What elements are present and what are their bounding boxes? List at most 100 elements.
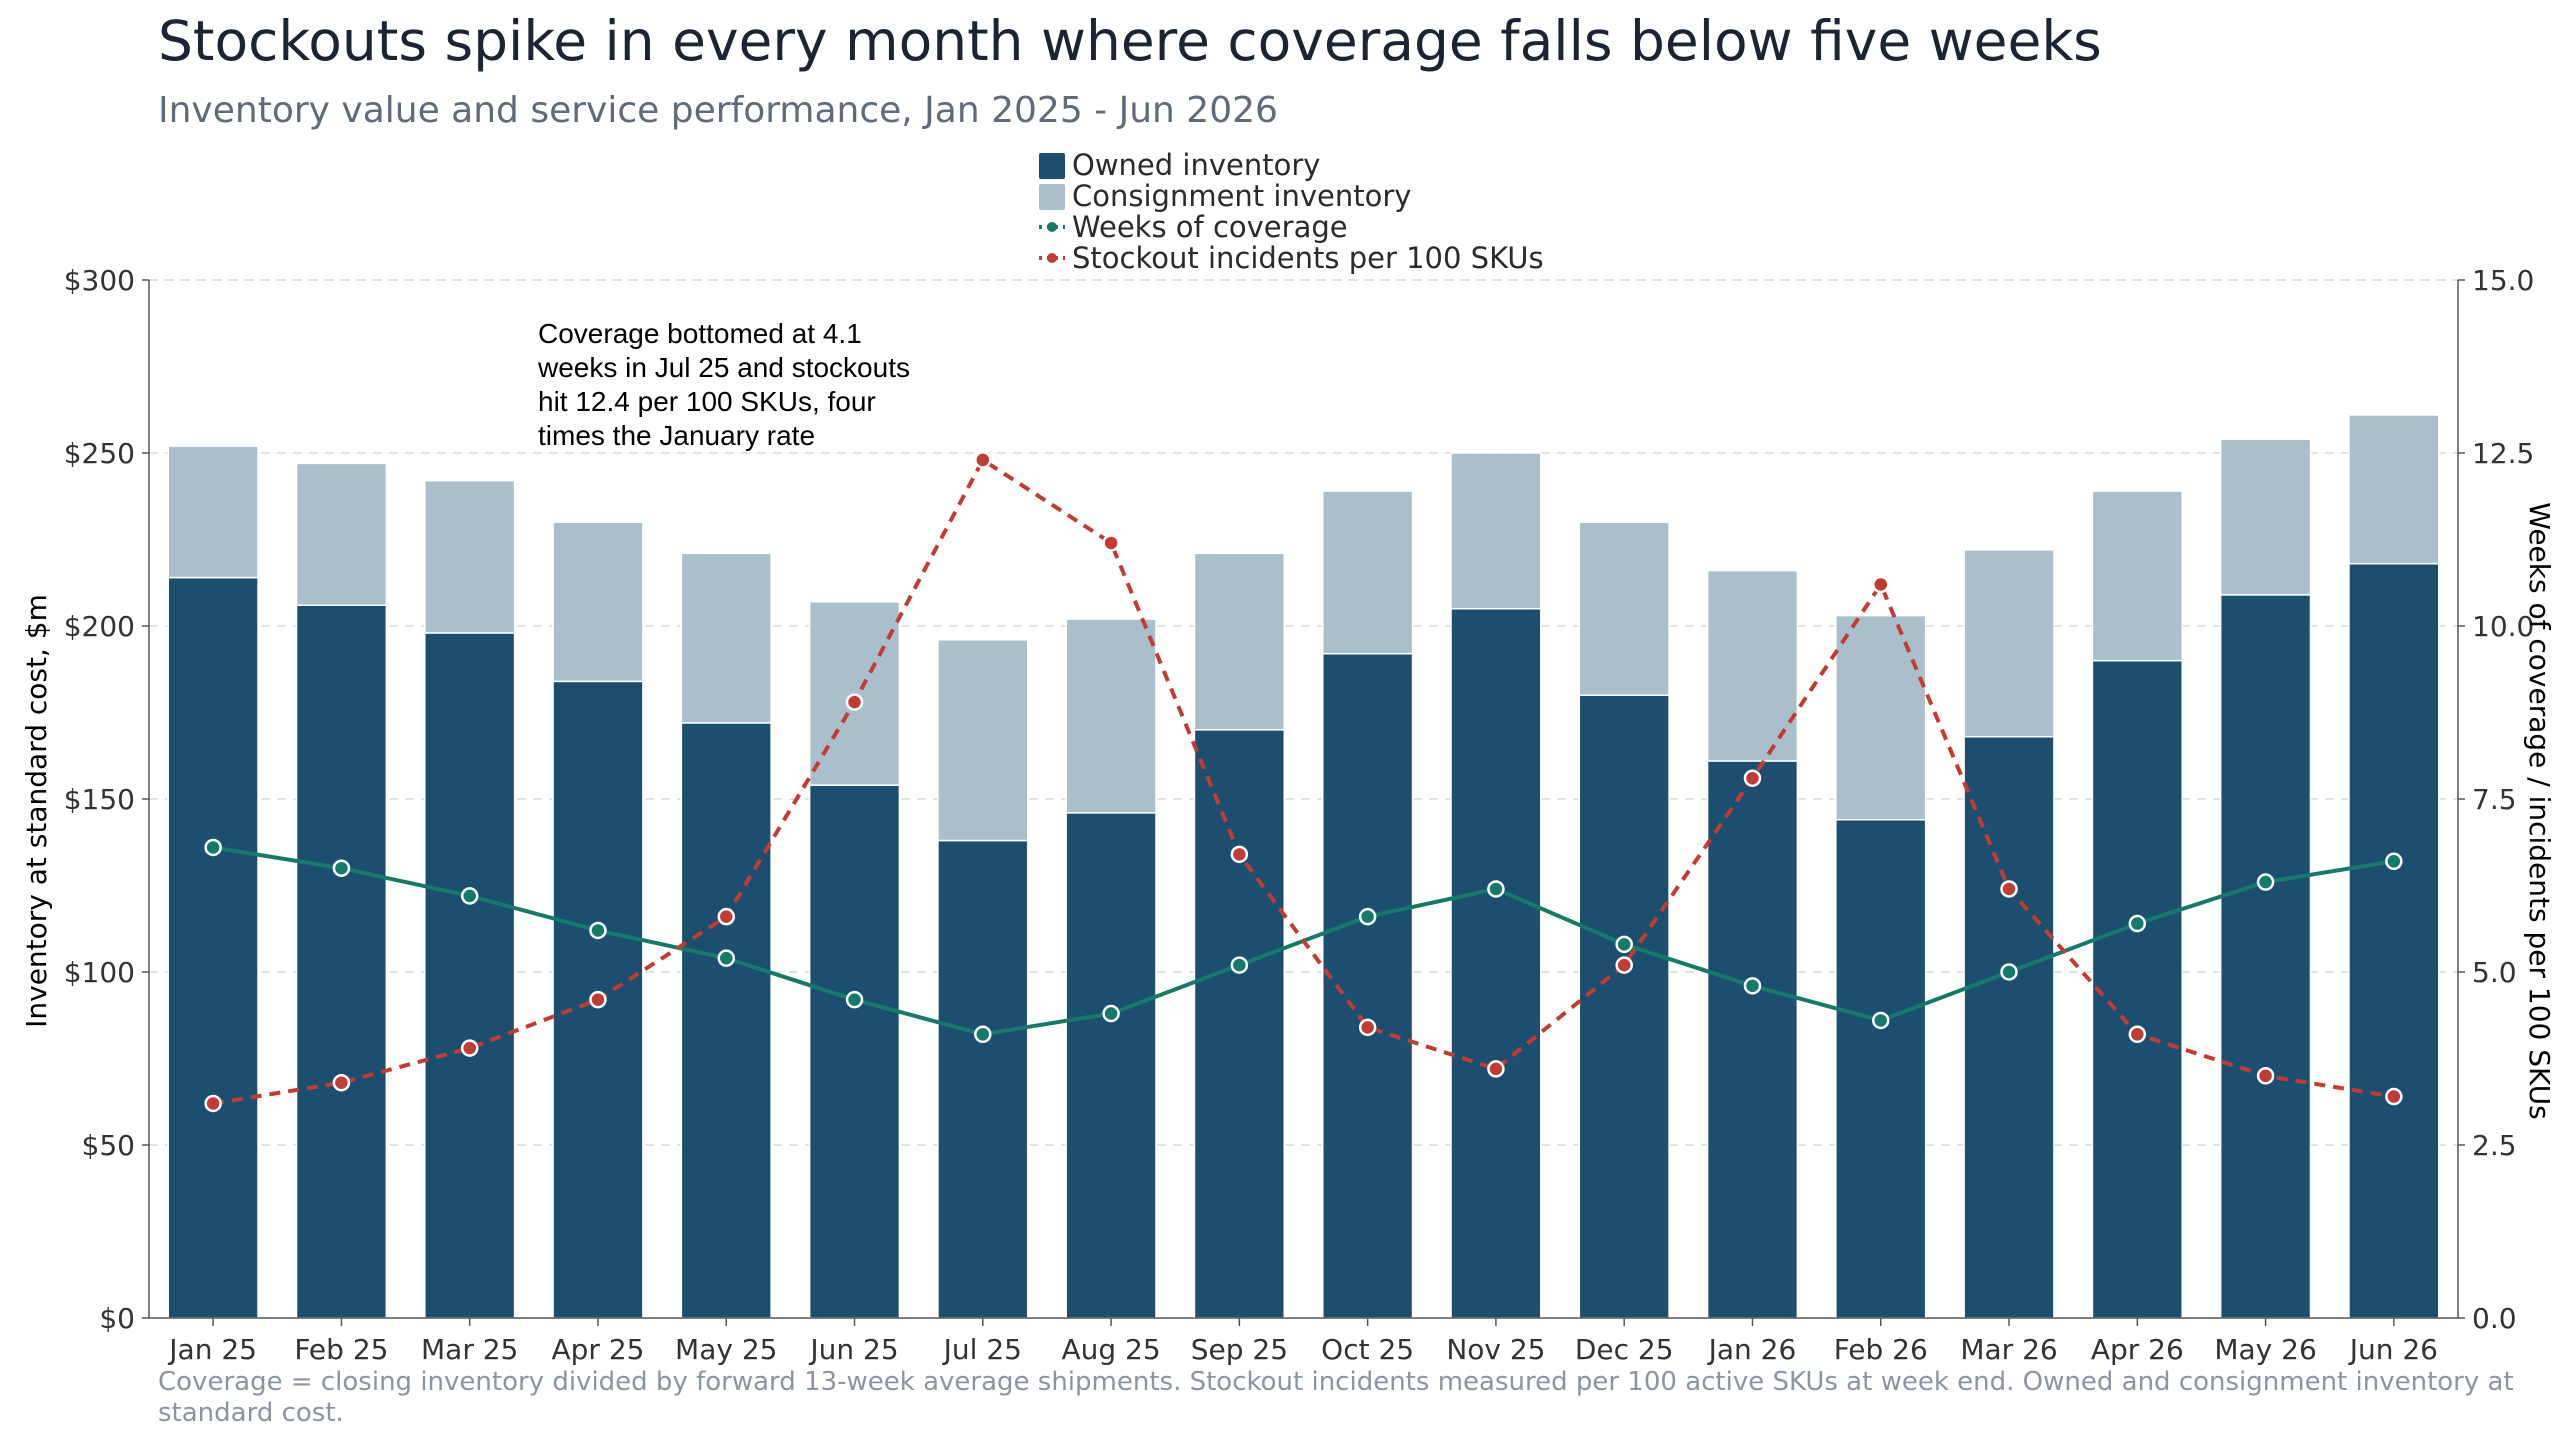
bar-consignment <box>1706 569 1799 762</box>
bars <box>167 414 2440 1319</box>
bar-consignment <box>1065 618 1157 814</box>
y-right-tick-label: 2.5 <box>2472 1129 2517 1162</box>
bar-owned <box>2348 562 2440 1319</box>
coverage-point <box>1487 880 1505 898</box>
legend-label-consignment: Consignment inventory <box>1072 179 1411 213</box>
footnote-line-1: Coverage = closing inventory divided by … <box>158 1367 2514 1397</box>
bar-owned <box>1706 760 1799 1319</box>
x-tick-label: Nov 25 <box>1446 1333 1545 1366</box>
stockout-line <box>212 457 2395 1106</box>
bar-owned <box>808 784 901 1319</box>
y-axis-right-title: Weeks of coverage / incidents per 100 SK… <box>2523 502 2556 1119</box>
stockout-point <box>1358 1018 1377 1037</box>
y-right-tick-label: 10.0 <box>2472 610 2534 643</box>
legend: Owned inventory Consignment inventory We… <box>1039 148 1544 275</box>
gridlines <box>149 279 2458 1146</box>
bar-owned <box>2219 594 2312 1319</box>
coverage-point <box>1872 1011 1890 1030</box>
stockout-point <box>1487 1060 1505 1078</box>
bar-consignment <box>2219 438 2312 596</box>
bar-consignment <box>295 462 388 606</box>
stockout-point <box>2385 1087 2403 1106</box>
stockout-point <box>589 990 607 1009</box>
legend-label-owned: Owned inventory <box>1072 148 1320 182</box>
coverage-point <box>589 921 607 940</box>
y-tick-label: $300 <box>64 264 135 297</box>
footnote-line-2: standard cost. <box>158 1398 344 1428</box>
series-points <box>204 451 2403 1113</box>
x-tick-label: Jun 26 <box>2348 1333 2438 1366</box>
coverage-point <box>974 1025 992 1044</box>
stockout-point <box>845 693 864 711</box>
y-tick-label: $200 <box>64 610 135 643</box>
bar-owned <box>167 576 259 1319</box>
coverage-point <box>204 838 222 857</box>
bar-owned <box>1578 694 1670 1319</box>
x-tick-label: Jan 26 <box>1707 1333 1797 1366</box>
y-tick-label: $50 <box>82 1129 135 1162</box>
tick-labels: $0 0.0 $50 2.5 $100 5.0 $150 7.5 $200 10.0 $250 12.… <box>64 264 2535 1366</box>
coverage-point <box>2128 914 2147 933</box>
bar-consignment <box>937 639 1029 842</box>
chart-title: Stockouts spike in every month where cov… <box>158 9 2102 73</box>
bar-consignment <box>680 552 772 724</box>
bar-owned <box>424 632 516 1319</box>
y-tick-label: $250 <box>64 437 135 470</box>
stockout-point <box>1743 769 1762 787</box>
coverage-point <box>2256 873 2275 891</box>
x-tick-label: May 25 <box>675 1333 777 1366</box>
x-tick-label: Jan 25 <box>167 1333 257 1366</box>
bar-consignment <box>1578 521 1670 696</box>
bar-owned <box>1963 735 2055 1319</box>
y-axis-title: Inventory at standard cost, $m <box>20 594 53 1028</box>
stockout-point <box>1102 534 1120 552</box>
stockout-point <box>2000 880 2018 898</box>
coverage-point <box>2385 852 2403 871</box>
x-tick-label: Feb 25 <box>294 1333 388 1366</box>
bar-consignment <box>1963 549 2055 738</box>
x-tick-label: Aug 25 <box>1061 1333 1160 1366</box>
bar-owned <box>1835 819 1927 1319</box>
x-tick-label: Apr 25 <box>551 1333 644 1366</box>
coverage-point <box>460 887 479 905</box>
coverage-point <box>1743 977 1762 995</box>
x-tick-label: Sep 25 <box>1191 1333 1288 1366</box>
annotation-line-1: Coverage bottomed at 4.1 <box>538 318 862 349</box>
x-tick-label: Feb 26 <box>1834 1333 1928 1366</box>
coverage-point <box>1615 935 1633 954</box>
x-tick-label: Mar 25 <box>421 1333 518 1366</box>
bar-consignment <box>552 521 644 683</box>
coverage-point <box>2000 963 2018 981</box>
bar-owned <box>680 722 772 1319</box>
chart-subtitle: Inventory value and service performance,… <box>158 90 1278 131</box>
x-tick-label: Oct 25 <box>1321 1333 1414 1366</box>
coverage-point <box>332 859 351 877</box>
bar-consignment <box>167 445 259 579</box>
x-tick-label: Jul 25 <box>942 1333 1022 1366</box>
bar-consignment <box>1193 552 1286 731</box>
bar-consignment <box>1450 452 1542 610</box>
bar-consignment <box>1835 614 1927 821</box>
stockout-point <box>717 907 735 926</box>
annotation-line-3: hit 12.4 per 100 SKUs, four <box>538 386 876 417</box>
y-tick-label: $150 <box>64 783 135 816</box>
stockout-point <box>204 1094 222 1113</box>
coverage-point <box>1230 956 1249 974</box>
annotation-line-2: weeks in Jul 25 and stockouts <box>537 352 910 383</box>
legend-label-coverage: Weeks of coverage <box>1072 210 1348 244</box>
x-tick-label: Jun 25 <box>808 1333 898 1366</box>
bar-consignment <box>1321 490 1414 655</box>
bar-owned <box>295 604 388 1319</box>
series-lines <box>212 457 2395 1106</box>
stockout-point <box>1872 575 1890 594</box>
y-tick-label: $0 <box>99 1302 135 1335</box>
y-tick-label: $100 <box>64 956 135 989</box>
bar-consignment <box>2348 414 2440 565</box>
stockout-point <box>2256 1067 2275 1085</box>
y-right-tick-label: 0.0 <box>2472 1302 2517 1335</box>
y-right-tick-label: 7.5 <box>2472 783 2517 816</box>
legend-swatch-coverage <box>1039 222 1065 232</box>
annotation: Coverage bottomed at 4.1 weeks in Jul 25… <box>537 318 910 451</box>
x-tick-label: Apr 26 <box>2091 1333 2184 1366</box>
